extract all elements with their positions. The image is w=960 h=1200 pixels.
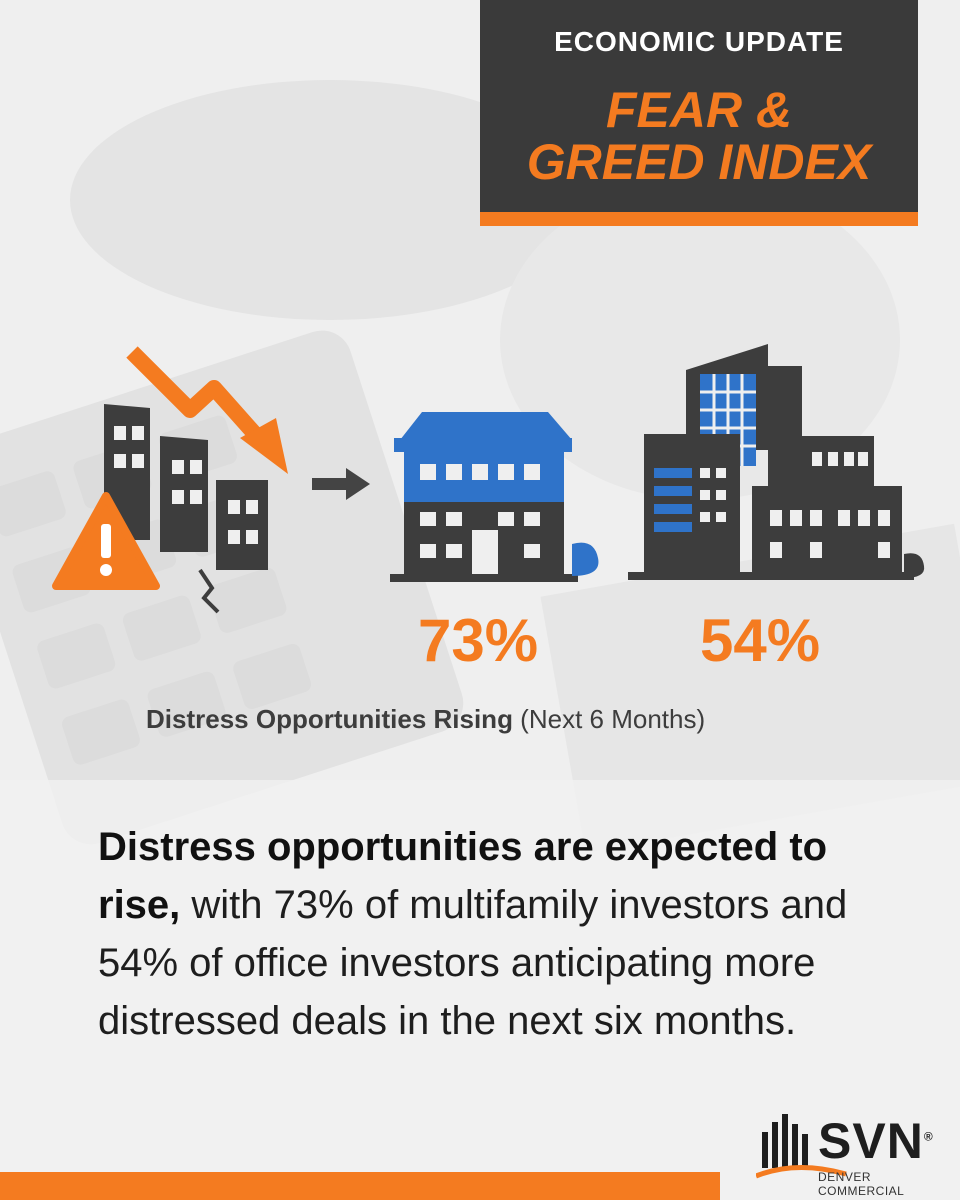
title-line-2: GREED INDEX — [526, 134, 872, 190]
down-arrow-icon — [126, 346, 288, 474]
office-percentage: 54% — [700, 607, 821, 674]
office-buildings-icon — [628, 344, 925, 580]
right-arrow-icon — [312, 468, 370, 500]
body-rest: with 73% of multifamily investors and 54… — [98, 883, 848, 1043]
body-bold: Distress opportunities are expected to r… — [98, 825, 828, 927]
warning-icon — [52, 492, 160, 590]
svn-logo-icon — [756, 1114, 847, 1179]
caption-rest: (Next 6 Months) — [512, 704, 706, 734]
logo-registered: ® — [923, 1129, 934, 1144]
header-panel — [480, 0, 918, 226]
body-paragraph: Distress opportunities are expected to r… — [98, 818, 878, 1050]
logo-name-text: SVN — [818, 1113, 924, 1169]
multifamily-percentage: 73% — [418, 607, 539, 674]
title-line-1: FEAR & — [605, 82, 793, 138]
illustration — [52, 344, 925, 614]
footer-accent-bar — [0, 1172, 720, 1200]
header-accent-bar — [480, 212, 918, 226]
page-title: FEAR & GREED INDEX — [480, 84, 918, 188]
multifamily-building-icon — [390, 412, 599, 582]
header-kicker: ECONOMIC UPDATE — [554, 26, 844, 57]
logo-subtitle: DENVER COMMERCIAL — [818, 1170, 905, 1198]
crumbling-building-icon — [104, 404, 268, 614]
chart-caption: Distress Opportunities Rising (Next 6 Mo… — [146, 704, 705, 735]
logo-name: SVN® — [818, 1112, 934, 1170]
caption-bold: Distress Opportunities Rising — [146, 704, 513, 734]
